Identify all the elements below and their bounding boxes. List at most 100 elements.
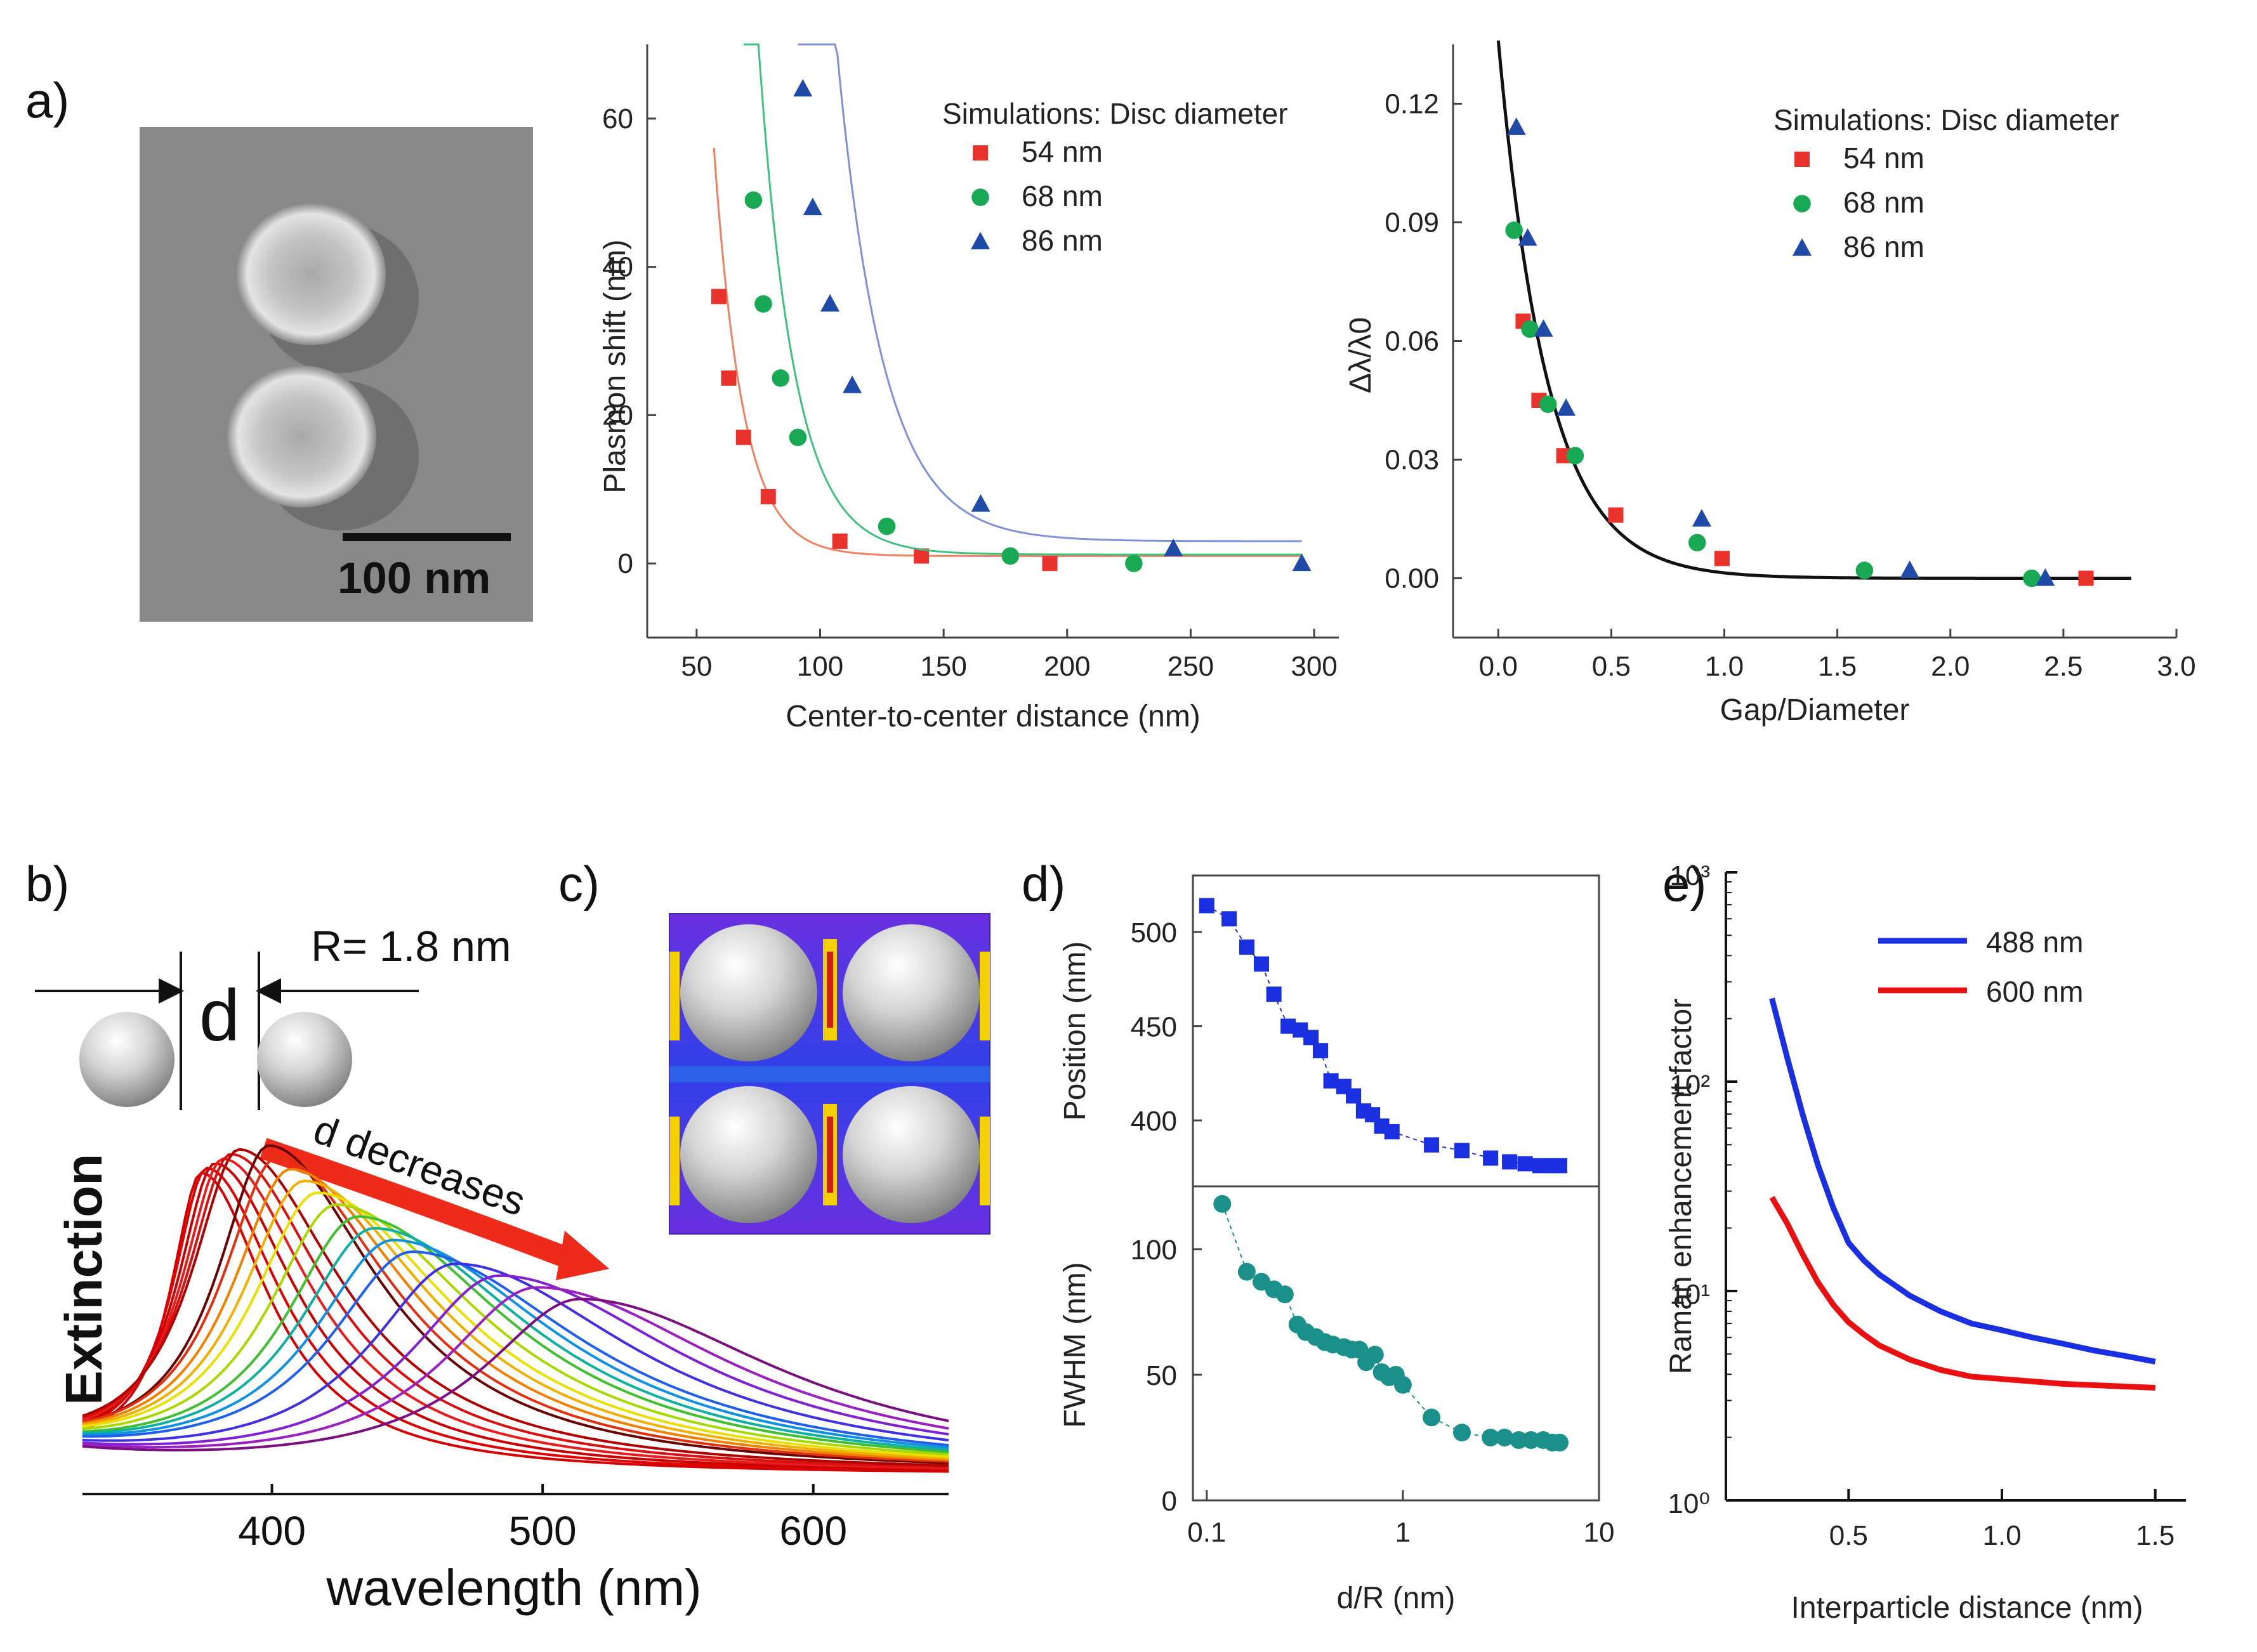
a2-point-68nm xyxy=(1855,561,1874,579)
a2-x-tick-label: 3.0 xyxy=(2157,651,2195,682)
d-top-point xyxy=(1424,1137,1440,1153)
a1-point-68nm xyxy=(772,369,790,387)
a2-point-54nm xyxy=(1714,551,1730,567)
a2-point-86nm xyxy=(1506,117,1526,135)
a1-point-54nm xyxy=(832,534,848,549)
a2-point-68nm xyxy=(2023,569,2041,587)
a2-point-86nm xyxy=(1518,228,1537,246)
field-hotspots xyxy=(669,939,990,1205)
d-bottom-point xyxy=(1482,1429,1500,1446)
a1-point-68nm xyxy=(754,295,772,313)
a2-x-tick-label: 0.5 xyxy=(1592,651,1631,682)
a1-legend-marker xyxy=(971,232,990,249)
trend-arrow-head xyxy=(556,1231,609,1280)
sem-disc-top xyxy=(236,203,386,345)
e-y-tick-label: 10¹ xyxy=(1669,1279,1710,1310)
a2-point-68nm xyxy=(1505,221,1523,239)
e-y-tick-label: 10³ xyxy=(1669,860,1710,891)
a1-point-54nm xyxy=(1042,556,1058,572)
a1-y-tick-label: 0 xyxy=(618,548,633,579)
gap-d-label: d xyxy=(199,975,240,1056)
e-legend-label: 600 nm xyxy=(1986,975,2083,1008)
d-top-point xyxy=(1551,1158,1567,1174)
d-bottom-point xyxy=(1510,1431,1528,1449)
a1-point-86nm xyxy=(1292,553,1312,572)
panel-label-a: a) xyxy=(25,72,69,128)
b-x-tick-label: 500 xyxy=(509,1508,577,1554)
a1-point-86nm xyxy=(843,376,862,393)
b-spectrum-484 xyxy=(82,1274,949,1446)
field-sphere-1 xyxy=(680,924,817,1061)
hotspot-top-right xyxy=(980,952,990,1040)
a1-x-tick-label: 50 xyxy=(681,651,712,682)
b-x-label: wavelength (nm) xyxy=(326,1559,701,1616)
b-spectrum-388 xyxy=(82,1148,949,1467)
d-x-tick-label: 10 xyxy=(1584,1517,1615,1548)
d-bottom-point xyxy=(1496,1429,1514,1446)
chart-d-position-fwhm: 400 450 500 0 50 100 0.1 1 10 d/R (nm) Position (n… xyxy=(1058,874,1615,1615)
a2-point-54nm xyxy=(2078,570,2094,586)
a1-x-tick-label: 250 xyxy=(1168,651,1214,682)
e-line-488nm xyxy=(1769,997,2156,1365)
d-bottom-point xyxy=(1423,1408,1441,1427)
a2-point-86nm xyxy=(1692,509,1711,527)
b-spectrum-376 xyxy=(82,1166,949,1472)
panel-label-c: c) xyxy=(558,856,600,912)
sem-scale-bar xyxy=(343,533,511,541)
a2-y-tick-label: 0.03 xyxy=(1385,445,1439,476)
a2-point-68nm xyxy=(1539,395,1557,414)
d-top-y-tick-label: 450 xyxy=(1131,1012,1177,1043)
a2-point-86nm xyxy=(1900,560,1919,579)
d-top-point xyxy=(1384,1124,1400,1139)
chart-e-raman-enhancement: 10⁰ 10¹ 10² 10³ 0.5 1.0 1.5 Interparticle dista… xyxy=(1664,860,2186,1625)
d-top-point xyxy=(1239,939,1254,955)
a1-legend-marker xyxy=(971,188,989,206)
panel-label-e: e) xyxy=(1662,856,1706,912)
a2-y-tick-label: 0.00 xyxy=(1385,563,1439,594)
d-top-point xyxy=(1253,956,1269,972)
a2-point-86nm xyxy=(2036,568,2055,586)
chart-a1-plasmon-shift: 50 100 150 200 250 300 0 20 40 60 Center-to-center… xyxy=(598,43,1339,733)
sem-image: 100 nm xyxy=(140,127,533,622)
a2-x-label: Gap/Diameter xyxy=(1720,693,1910,727)
a2-legend-marker xyxy=(1793,195,1811,213)
e-y-label: Raman enhancement factor xyxy=(1664,999,1698,1374)
d-frame xyxy=(1192,874,1600,1502)
a1-point-68nm xyxy=(789,428,807,447)
a2-y-label: Δλ/λ0 xyxy=(1344,317,1378,393)
hotspot-top-center-core xyxy=(827,952,833,1028)
radius-label: R= 1.8 nm xyxy=(311,922,511,971)
a1-point-68nm xyxy=(1001,547,1020,565)
b-spectrum-412 xyxy=(82,1179,949,1460)
d-bottom-line xyxy=(1221,1203,1560,1443)
d-bottom-point xyxy=(1275,1285,1294,1304)
d-top-point xyxy=(1483,1150,1499,1166)
a1-x-tick-label: 300 xyxy=(1291,651,1337,682)
field-sphere-2 xyxy=(843,924,980,1061)
d-top-point xyxy=(1266,987,1282,1002)
field-sphere-3 xyxy=(680,1086,817,1223)
b-x-tick-label: 400 xyxy=(238,1508,306,1554)
a1-x-tick-label: 150 xyxy=(920,651,966,682)
a1-fit-curve-68nm xyxy=(743,43,1302,556)
b-spectrum-379 xyxy=(82,1162,949,1471)
b-spectrum-452 xyxy=(82,1250,949,1447)
a1-legend-label: 54 nm xyxy=(1022,135,1103,168)
hotspot-bottom-left xyxy=(669,1117,680,1205)
d-top-y-tick-label: 400 xyxy=(1131,1106,1177,1137)
chart-a2-relative-shift: 0.0 0.5 1.0 1.5 2.0 2.5 3.0 0.00 0.03 0.06 0.09 0.1… xyxy=(1344,40,2196,727)
e-x-tick-label: 0.5 xyxy=(1829,1520,1868,1551)
a2-x-tick-label: 2.5 xyxy=(2044,651,2083,682)
d-bottom-y-tick-label: 0 xyxy=(1162,1486,1177,1517)
a2-legend-label: 68 nm xyxy=(1843,186,1925,219)
d-bottom-point xyxy=(1550,1433,1569,1452)
panel-c-field-map xyxy=(669,913,990,1235)
field-mid-band xyxy=(669,1066,990,1082)
a1-legend-marker xyxy=(973,145,988,161)
e-legend-label: 488 nm xyxy=(1986,926,2083,959)
d-top-point xyxy=(1303,1030,1319,1046)
a1-point-68nm xyxy=(1125,554,1143,572)
d-top-y-label: Position (nm) xyxy=(1058,941,1092,1121)
b-spectrum-402 xyxy=(82,1155,949,1463)
a1-point-54nm xyxy=(760,488,776,504)
